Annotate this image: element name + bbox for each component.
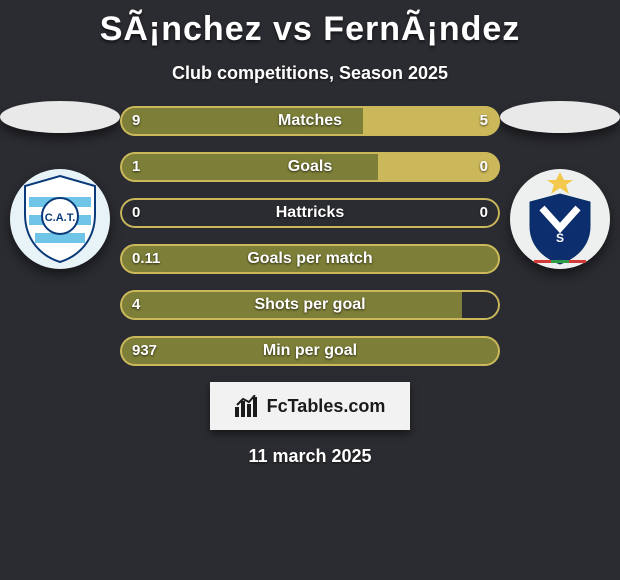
- player-left-side: C.A.T.: [0, 101, 120, 269]
- stat-bar-left: [120, 152, 378, 182]
- stat-bar-left: [120, 290, 462, 320]
- shield-left-icon: C.A.T.: [21, 174, 99, 264]
- brand-badge: FcTables.com: [210, 382, 410, 430]
- ellipse-left: [0, 101, 120, 133]
- stat-bar-right: [363, 106, 500, 136]
- comparison-stage: C.A.T. S Matches95 Goals10 Hattricks0 0 Goal…: [0, 106, 620, 366]
- stat-row: Goals per match0.11: [120, 244, 500, 274]
- stat-bar-outline: [120, 198, 500, 228]
- shield-right-icon: S: [524, 172, 596, 266]
- stat-bar-left: [120, 106, 363, 136]
- player-right-side: S: [500, 101, 620, 269]
- stat-row: Hattricks0 0: [120, 198, 500, 228]
- stat-row: Goals10: [120, 152, 500, 182]
- stat-bar-left: [120, 336, 500, 366]
- club-badge-left: C.A.T.: [10, 169, 110, 269]
- stat-bar-right: [378, 152, 500, 182]
- stat-bars: Matches95 Goals10 Hattricks0 0 Goals per mat…: [120, 106, 500, 366]
- stat-row: Min per goal937: [120, 336, 500, 366]
- page-subtitle: Club competitions, Season 2025: [0, 63, 620, 84]
- ellipse-right: [500, 101, 620, 133]
- club-badge-right: S: [510, 169, 610, 269]
- stat-value-left: 0: [132, 198, 140, 228]
- infographic-date: 11 march 2025: [0, 446, 620, 467]
- brand-logo-icon: [235, 395, 261, 417]
- svg-text:S: S: [556, 231, 564, 245]
- stat-label: Hattricks: [120, 198, 500, 228]
- stat-row: Matches95: [120, 106, 500, 136]
- stat-row: Shots per goal4: [120, 290, 500, 320]
- page-title: SÃ¡nchez vs FernÃ¡ndez: [0, 0, 620, 49]
- svg-text:C.A.T.: C.A.T.: [45, 212, 76, 224]
- stat-value-right: 0: [480, 198, 488, 228]
- stat-bar-left: [120, 244, 500, 274]
- brand-text: FcTables.com: [267, 396, 386, 417]
